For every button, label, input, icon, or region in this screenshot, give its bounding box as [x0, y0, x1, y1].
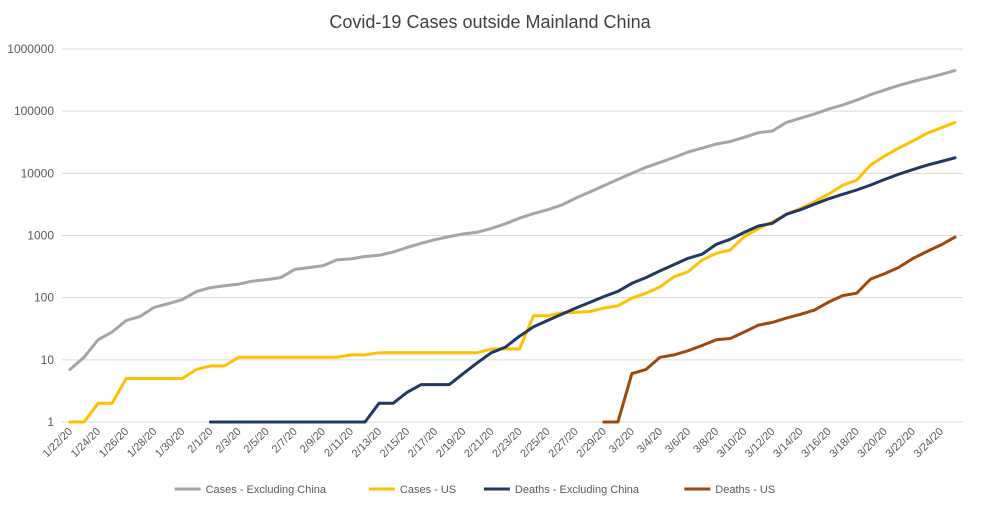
series-line-cases-us: [68, 121, 957, 424]
y-tick-label: 100: [34, 291, 54, 305]
series-line-deaths-excluding-china: [209, 156, 957, 424]
series-line-cases-excluding-china: [68, 69, 957, 371]
legend-label: Deaths - US: [715, 484, 775, 496]
legend-label: Cases - Excluding China: [206, 484, 327, 496]
y-axis-tick-labels: 1 10 100 1000 10000 100000 1000000: [7, 42, 54, 429]
y-tick-label: 1000: [27, 229, 54, 243]
chart-title: Covid-19 Cases outside Mainland China: [329, 12, 651, 32]
legend-item-cases-excluding-china: Cases - Excluding China: [174, 484, 327, 496]
y-tick-label: 1: [47, 415, 54, 429]
legend-label: Deaths - Excluding China: [515, 484, 640, 496]
legend-item-deaths-excluding-china: Deaths - Excluding China: [483, 484, 640, 496]
legend-item-deaths-us: Deaths - US: [684, 484, 775, 496]
legend-label: Cases - US: [400, 484, 456, 496]
series-lines: [68, 69, 957, 424]
y-tick-label: 10: [41, 353, 55, 367]
y-tick-label: 1000000: [7, 42, 54, 56]
legend-item-cases-us: Cases - US: [368, 484, 456, 496]
y-tick-label: 100000: [14, 104, 54, 118]
y-tick-label: 10000: [21, 166, 55, 180]
legend: Cases - Excluding China Cases - US Deaths …: [174, 484, 775, 496]
series-line-deaths-us: [602, 235, 957, 424]
